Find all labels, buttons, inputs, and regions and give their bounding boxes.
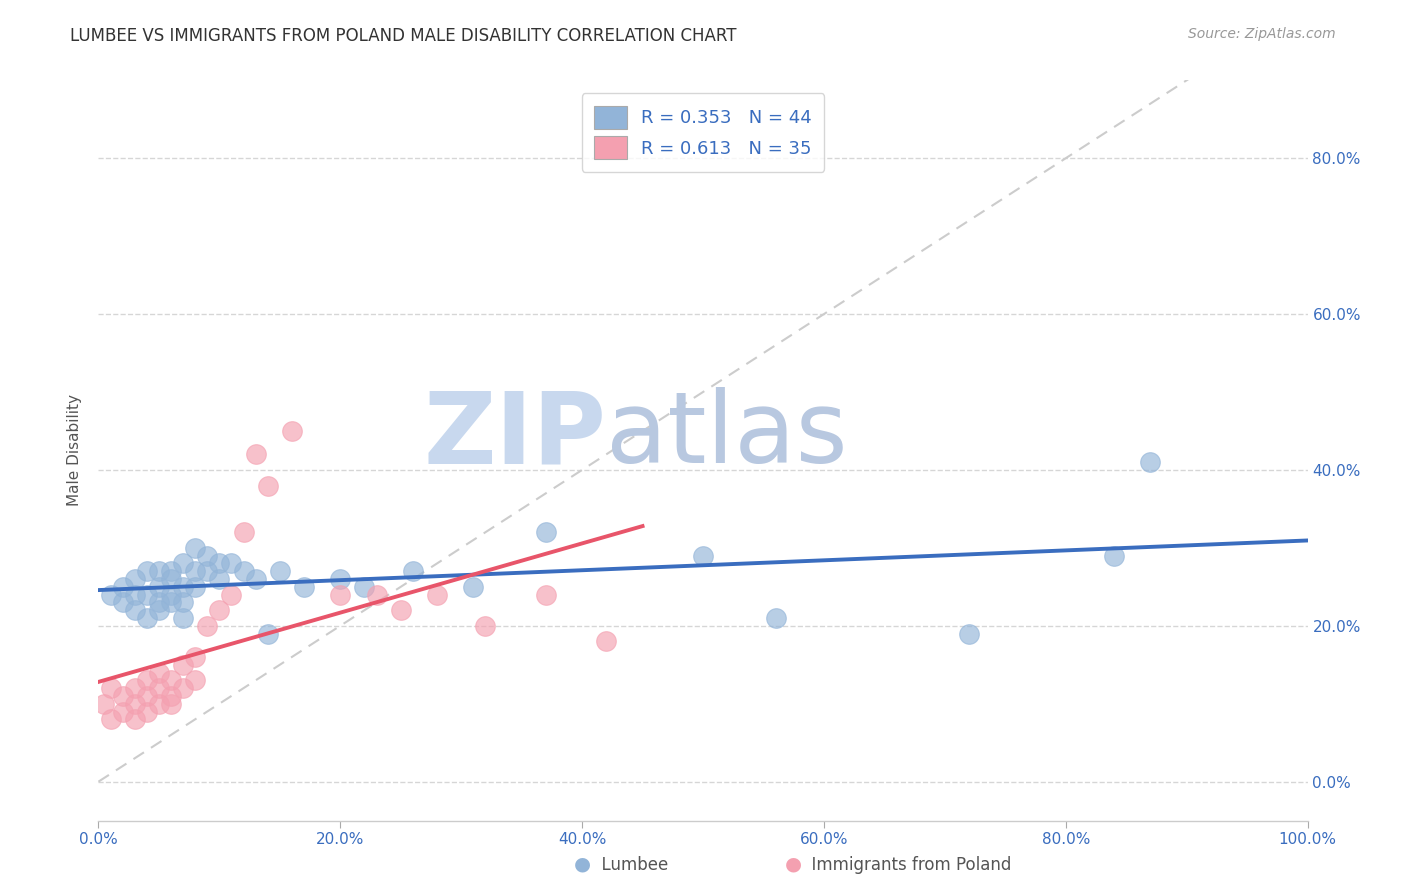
Point [111, 689, 134, 703]
Point [366, 588, 388, 602]
Text: ●: ● [574, 855, 591, 873]
Point [245, 447, 267, 461]
Point [111, 595, 134, 609]
Point [208, 572, 231, 586]
Point [353, 580, 375, 594]
Point [135, 689, 157, 703]
Point [111, 580, 134, 594]
Point [135, 588, 157, 602]
Point [124, 603, 146, 617]
Point [93, 697, 115, 711]
Point [692, 549, 714, 563]
Point [160, 673, 183, 688]
Point [1102, 549, 1125, 563]
Point [184, 564, 207, 578]
Point [135, 611, 157, 625]
Point [329, 588, 352, 602]
Point [160, 595, 183, 609]
Point [292, 580, 315, 594]
Point [195, 549, 218, 563]
Point [124, 588, 146, 602]
Text: atlas: atlas [606, 387, 848, 484]
Point [232, 564, 254, 578]
Point [402, 564, 425, 578]
Point [208, 557, 231, 571]
Legend: R = 0.353   N = 44, R = 0.613   N = 35: R = 0.353 N = 44, R = 0.613 N = 35 [582, 93, 824, 172]
Point [160, 689, 183, 703]
Text: Immigrants from Poland: Immigrants from Poland [801, 855, 1012, 873]
Point [426, 588, 449, 602]
Text: Source: ZipAtlas.com: Source: ZipAtlas.com [1188, 27, 1336, 41]
Point [534, 525, 557, 540]
Y-axis label: Male Disability: Male Disability [67, 394, 83, 507]
Point [172, 681, 194, 695]
Point [148, 603, 170, 617]
Point [329, 572, 352, 586]
Point [595, 634, 617, 648]
Point [124, 572, 146, 586]
Text: LUMBEE VS IMMIGRANTS FROM POLAND MALE DISABILITY CORRELATION CHART: LUMBEE VS IMMIGRANTS FROM POLAND MALE DI… [70, 27, 737, 45]
Text: ●: ● [785, 855, 801, 873]
Point [135, 564, 157, 578]
Point [269, 564, 291, 578]
Point [172, 611, 194, 625]
Point [208, 603, 231, 617]
Point [474, 619, 496, 633]
Point [100, 588, 122, 602]
Point [148, 580, 170, 594]
Point [195, 564, 218, 578]
Point [111, 705, 134, 719]
Point [184, 541, 207, 555]
Point [256, 626, 278, 640]
Point [124, 697, 146, 711]
Point [172, 580, 194, 594]
Point [184, 650, 207, 665]
Point [172, 657, 194, 672]
Point [124, 712, 146, 726]
Point [1139, 455, 1161, 469]
Point [160, 564, 183, 578]
Text: ZIP: ZIP [423, 387, 606, 484]
Point [124, 681, 146, 695]
Point [281, 424, 304, 438]
Point [389, 603, 412, 617]
Point [160, 697, 183, 711]
Point [148, 697, 170, 711]
Point [100, 712, 122, 726]
Point [957, 626, 980, 640]
Point [100, 681, 122, 695]
Point [148, 665, 170, 680]
Point [135, 673, 157, 688]
Point [148, 681, 170, 695]
Point [148, 595, 170, 609]
Point [195, 619, 218, 633]
Point [172, 595, 194, 609]
Text: Lumbee: Lumbee [591, 855, 668, 873]
Point [160, 572, 183, 586]
Point [184, 580, 207, 594]
Point [184, 673, 207, 688]
Point [160, 588, 183, 602]
Point [172, 557, 194, 571]
Point [148, 564, 170, 578]
Point [232, 525, 254, 540]
Point [245, 572, 267, 586]
Point [135, 705, 157, 719]
Point [765, 611, 787, 625]
Point [534, 588, 557, 602]
Point [463, 580, 485, 594]
Point [221, 557, 243, 571]
Point [221, 588, 243, 602]
Point [256, 478, 278, 492]
